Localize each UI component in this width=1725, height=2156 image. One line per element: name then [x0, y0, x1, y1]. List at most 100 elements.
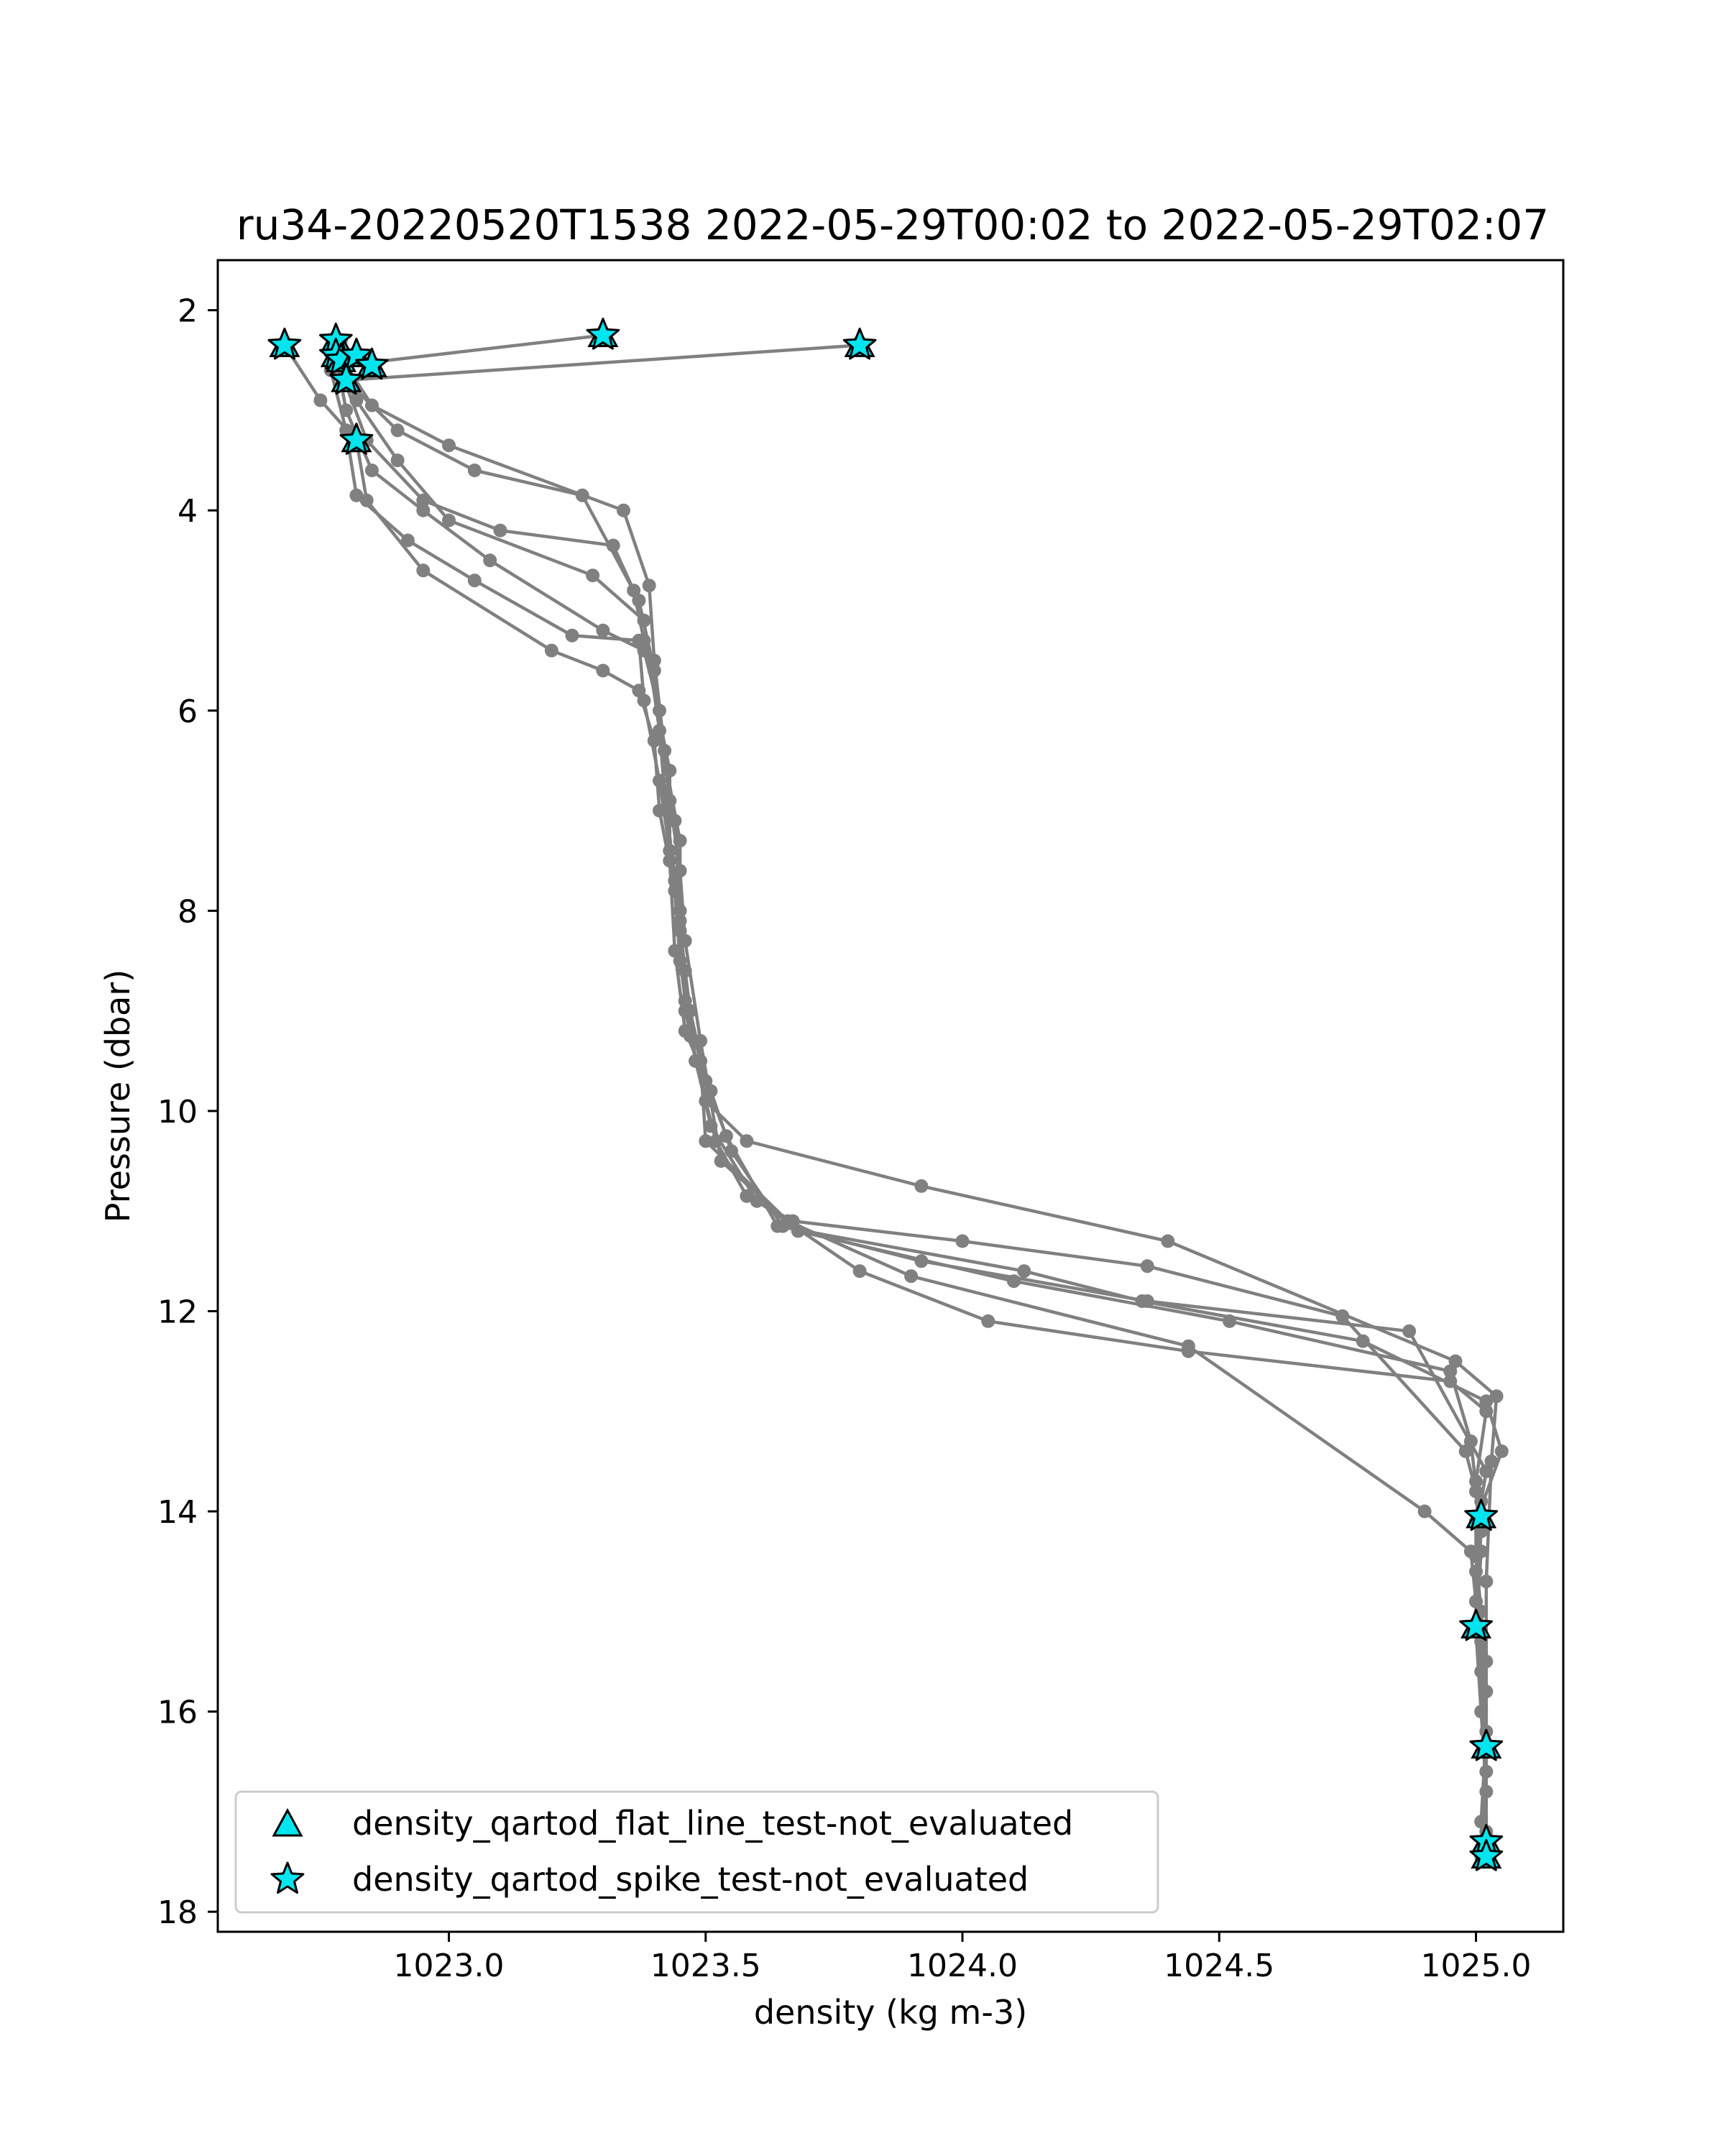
- legend-label: density_qartod_spike_test-not_evaluated: [352, 1860, 1029, 1899]
- data-point: [699, 1134, 713, 1148]
- data-point: [637, 613, 651, 627]
- data-point: [416, 503, 431, 517]
- spike-flag-marker: [1469, 1728, 1504, 1761]
- y-tick-label: 2: [178, 293, 198, 330]
- flagged-markers: [267, 318, 1504, 1871]
- data-point: [364, 464, 379, 477]
- data-point: [1417, 1504, 1432, 1519]
- x-tick-label: 1025.0: [1421, 1948, 1532, 1984]
- data-point: [467, 573, 482, 588]
- y-tick-label: 12: [157, 1294, 198, 1330]
- spike-flag-marker: [339, 337, 374, 370]
- data-point: [1489, 1389, 1504, 1404]
- data-point: [914, 1179, 929, 1193]
- y-tick-label: 4: [178, 493, 198, 530]
- data-point: [1479, 1404, 1494, 1419]
- data-point: [349, 393, 364, 407]
- data-point: [852, 1264, 867, 1279]
- legend-item-triangle: density_qartod_flat_line_test-not_evalua…: [272, 1804, 1073, 1843]
- data-point: [544, 643, 558, 658]
- data-point: [586, 568, 600, 583]
- x-axis-label: density (kg m-3): [754, 1993, 1027, 2032]
- data-point: [596, 663, 610, 678]
- data-point: [632, 633, 646, 648]
- profile-7: [323, 333, 1483, 1634]
- data-point: [955, 1234, 970, 1248]
- data-point: [673, 913, 687, 928]
- data-point: [364, 398, 379, 413]
- data-point: [483, 553, 497, 568]
- chart-title: ru34-20220520T1538 2022-05-29T00:02 to 2…: [236, 201, 1549, 249]
- data-point: [1017, 1264, 1031, 1279]
- spike-flag-marker: [842, 327, 877, 360]
- data-point: [981, 1314, 995, 1328]
- y-tick-label: 18: [157, 1894, 198, 1931]
- data-point: [1479, 1394, 1494, 1409]
- data-point: [313, 393, 328, 407]
- x-tick-label: 1024.0: [907, 1948, 1018, 1984]
- data-point: [627, 584, 641, 598]
- data-point: [1479, 1464, 1494, 1478]
- data-point: [442, 513, 456, 528]
- data-point: [1469, 1594, 1483, 1608]
- legend-item-star: density_qartod_spike_test-not_evaluated: [270, 1860, 1029, 1899]
- data-point: [694, 1054, 708, 1068]
- data-point: [673, 864, 687, 878]
- data-point: [467, 464, 482, 477]
- y-tick-label: 10: [157, 1094, 198, 1130]
- data-point: [1443, 1364, 1458, 1378]
- data-point: [1443, 1374, 1458, 1388]
- data-point: [416, 563, 431, 578]
- data-point: [770, 1219, 785, 1233]
- data-point: [904, 1269, 919, 1284]
- x-axis: 1023.0 1023.5 1024.0 1024.5 1025.0: [394, 1932, 1532, 1984]
- data-point: [390, 423, 405, 438]
- y-tick-label: 6: [178, 694, 198, 730]
- x-tick-label: 1023.5: [650, 1948, 761, 1984]
- data-point: [663, 844, 677, 858]
- data-point: [750, 1194, 764, 1208]
- data-point: [1469, 1474, 1483, 1488]
- legend: density_qartod_flat_line_test-not_evalua…: [234, 1790, 1159, 1914]
- x-tick-label: 1023.0: [394, 1948, 505, 1984]
- data-point: [653, 704, 666, 718]
- legend-box: [234, 1790, 1159, 1914]
- data-point: [740, 1134, 754, 1148]
- data-point: [1007, 1274, 1021, 1289]
- data-point: [565, 628, 579, 642]
- data-point: [1494, 1444, 1509, 1458]
- data-point: [1402, 1324, 1417, 1338]
- data-point: [493, 523, 507, 538]
- data-point: [1463, 1434, 1478, 1448]
- data-point: [1479, 1764, 1494, 1779]
- data-point: [637, 694, 651, 708]
- data-point: [704, 1119, 718, 1133]
- data-point: [606, 538, 620, 553]
- data-point: [442, 438, 456, 453]
- spike-flag-marker: [339, 423, 374, 455]
- axes-frame: [216, 259, 1565, 1933]
- data-point: [349, 488, 364, 502]
- data-point: [596, 623, 610, 637]
- x-tick-label: 1024.5: [1164, 1948, 1274, 1984]
- y-axis: 2 4 6 8 10 12 14 16 18: [157, 293, 218, 1931]
- profile-line: [328, 339, 1478, 1627]
- data-point: [1474, 1664, 1489, 1679]
- legend-label: density_qartod_flat_line_test-not_evalua…: [352, 1804, 1073, 1843]
- data-point: [642, 579, 656, 593]
- data-point: [400, 533, 415, 548]
- data-point: [1479, 1575, 1494, 1588]
- data-point: [1356, 1334, 1370, 1348]
- star-icon: [270, 1861, 305, 1894]
- data-point: [653, 773, 666, 788]
- data-point: [1161, 1234, 1175, 1248]
- spike-flag-marker: [1464, 1498, 1499, 1531]
- data-point: [673, 954, 687, 968]
- y-tick-label: 16: [157, 1695, 198, 1731]
- y-axis-label: Pressure (dbar): [98, 969, 137, 1222]
- data-point: [390, 453, 405, 468]
- spike-flag-marker: [329, 362, 363, 395]
- data-point: [663, 793, 677, 808]
- data-point: [781, 1214, 795, 1228]
